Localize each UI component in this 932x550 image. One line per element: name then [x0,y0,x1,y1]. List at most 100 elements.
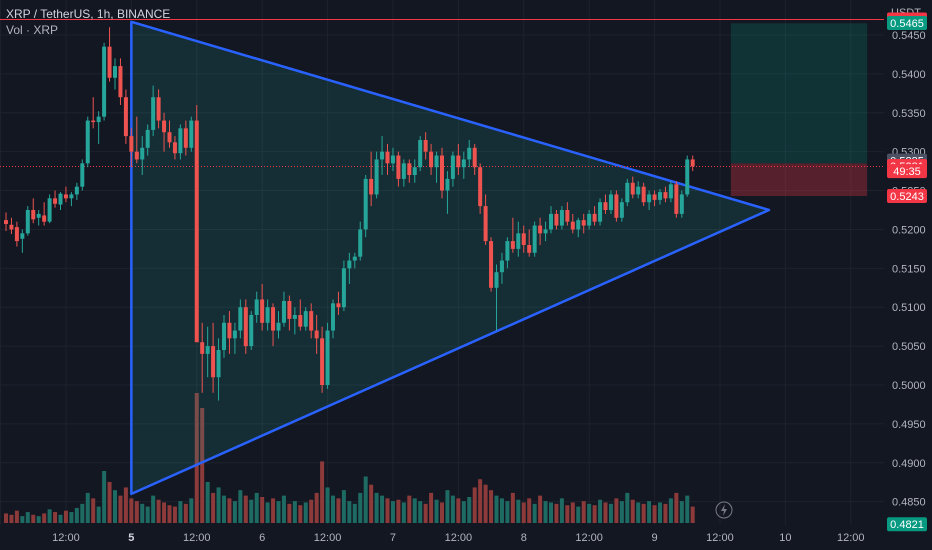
candle-body [254,299,259,315]
candle-body [396,155,401,179]
price-tick-label: 0.4850 [892,497,926,509]
candle-body [380,151,385,160]
candle-body [636,186,641,195]
price-tick-label: 0.5400 [892,69,926,81]
long-position-target-zone [730,23,868,164]
volume-bars [4,393,695,523]
candle-body [374,159,379,195]
volume-bar [325,487,330,523]
time-tick-label: 8 [521,532,527,544]
volume-bar [456,498,461,523]
volume-bar [516,499,521,523]
volume-bar [663,503,668,523]
volume-bar [369,484,374,523]
candle-body [178,128,183,154]
volume-bar [276,501,281,523]
candle-body [281,301,286,323]
candle-body [516,233,521,249]
volume-bar [211,492,216,523]
time-tick-label: 10 [779,532,791,544]
volume-bar [565,505,570,523]
volume-bar [151,495,156,523]
volume-bar [80,503,85,523]
volume-bar [570,502,575,523]
volume-bar [227,498,232,523]
volume-bar [320,461,325,523]
volume-bar [222,495,226,523]
volume-bar [91,498,96,523]
volume-bar [418,501,423,523]
volume-bar [625,492,630,523]
price-tick-label: 0.5450 [892,30,926,42]
candle-body [472,147,477,168]
volume-bar [374,492,379,523]
volume-bar [74,507,79,523]
volume-bar [113,490,117,523]
symbol-title[interactable]: XRP / TetherUS, 1h, BINANCE [6,7,171,21]
volume-bar [232,501,237,523]
candle-body [222,322,226,350]
candle-body [581,220,586,226]
volume-bar [647,501,652,523]
price-labels: 0.54700.54650.52850.528149:350.52430.482… [887,12,927,532]
candle-body [36,213,41,218]
candle-body [303,311,308,327]
candle-body [42,215,47,222]
time-tick-label: 12:00 [314,532,342,544]
alert-lightning-icon [715,501,733,519]
time-axis: 12:00 5 12:00 6 12:00 7 12:00 8 12:00 9 12:00 10 12:… [52,532,864,544]
volume-bar [58,514,63,523]
time-tick-label: 12:00 [837,532,865,544]
price-label-text: 0.5465 [890,18,924,30]
candle-body [20,233,25,239]
price-axis: USDT0.48500.49000.49500.50000.50500.5100… [891,7,926,509]
candle-body [243,307,248,347]
volume-bar [434,499,439,523]
candle-body [369,178,374,195]
price-tick-label: 0.5200 [892,224,926,236]
candle-body [658,192,662,200]
volume-bar [685,495,690,523]
volume-bar [47,509,52,523]
candle-body [85,120,90,164]
volume-bar [292,501,297,523]
candle-body [385,151,390,164]
volume-bar [510,492,515,523]
volume-bar [352,503,357,523]
candle-body [25,210,30,234]
candle-body [336,303,341,308]
price-tick-label: 0.4900 [892,458,926,470]
candle-body [183,128,188,148]
volume-bar [243,495,248,523]
candle-body [341,268,346,308]
candle-body [625,182,630,203]
candle-body [608,194,613,210]
candle-body [298,315,303,327]
candle-body [538,225,543,234]
candle-body [494,272,499,288]
price-label-badge [887,517,927,532]
volume-bar [467,497,472,523]
candle-body [674,184,679,214]
volume-bar [619,501,624,523]
volume-bar [658,502,662,523]
candle-body [489,241,494,288]
volume-bar [494,495,499,523]
volume-bar [543,501,548,523]
volume-bar [499,498,504,523]
time-tick-label: 9 [651,532,657,544]
volume-bar [178,501,183,523]
volume-bar [205,481,210,523]
candle-body [14,227,19,242]
volume-bar [129,498,134,523]
volume-indicator-label[interactable]: Vol · XRP [6,23,59,37]
volume-bar [679,501,684,523]
candle-body [271,307,276,331]
candle-body [407,163,412,175]
candle-body [276,322,281,331]
volume-bar [194,393,199,523]
volume-bar [102,471,107,523]
candle-body [325,330,330,385]
price-tick-label: 0.5150 [892,263,926,275]
